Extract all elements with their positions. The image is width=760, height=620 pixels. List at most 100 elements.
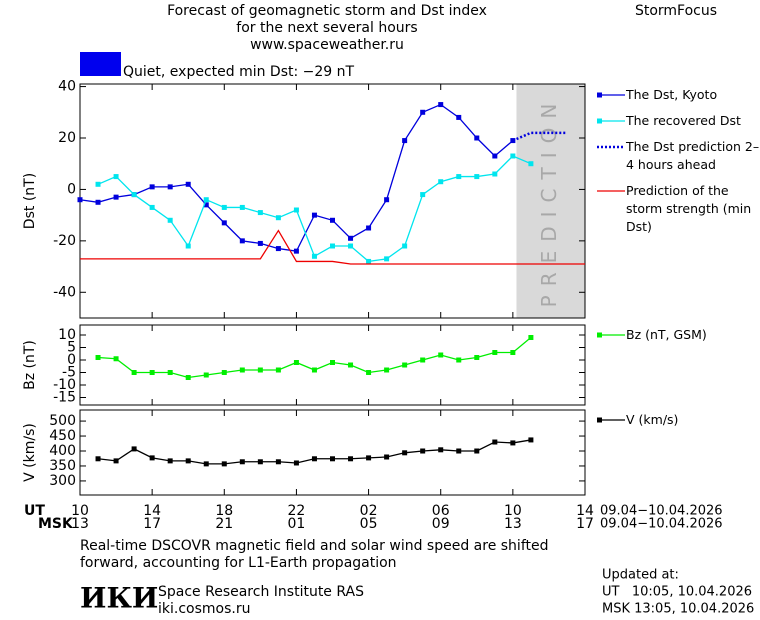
data-point xyxy=(330,217,335,223)
legend: Bz (nT, GSM) xyxy=(596,326,760,352)
data-point xyxy=(366,370,372,375)
data-point xyxy=(239,204,245,210)
legend: The Dst, Kyoto The recovered Dst The Dst p… xyxy=(596,86,760,244)
data-point xyxy=(185,458,191,464)
x-tick-label: 17 xyxy=(576,516,594,532)
legend-entry: The recovered Dst xyxy=(596,112,760,130)
data-point xyxy=(113,458,119,464)
y-tick-label: -10 xyxy=(53,377,76,393)
y-axis-label: V (km/s) xyxy=(22,423,38,482)
data-point xyxy=(420,109,426,115)
institute: Space Research Institute RAS xyxy=(158,584,364,600)
y-tick-label: -5 xyxy=(62,365,76,381)
legend-marker xyxy=(597,118,602,124)
y-tick-label: 0 xyxy=(67,352,76,368)
updated-ut: UT 10:05, 10.04.2026 xyxy=(602,585,752,600)
x-tick-label: 18 xyxy=(215,503,233,519)
legend-label: The recovered Dst xyxy=(626,113,741,128)
data-point xyxy=(257,240,263,246)
legend-marker xyxy=(597,332,602,338)
data-point xyxy=(528,161,534,167)
data-point xyxy=(402,450,408,456)
x-tick-label: 21 xyxy=(215,516,233,532)
data-point xyxy=(113,174,119,180)
data-point xyxy=(438,102,444,108)
data-point xyxy=(366,225,372,231)
x-tick-label: 10 xyxy=(504,503,522,519)
data-point xyxy=(185,243,191,249)
data-point xyxy=(239,367,245,373)
x-axis-label: MSK xyxy=(38,516,74,532)
data-point xyxy=(203,202,209,208)
data-point xyxy=(113,194,119,200)
data-point xyxy=(510,153,516,159)
data-point xyxy=(474,135,480,141)
legend-entry: Prediction of the storm strength (min Ds… xyxy=(596,182,760,236)
data-point xyxy=(167,458,173,464)
data-point xyxy=(257,367,263,373)
data-point xyxy=(239,459,245,465)
data-point xyxy=(474,174,480,180)
data-point xyxy=(366,455,372,461)
data-point xyxy=(185,181,191,187)
y-tick-label: 0 xyxy=(67,181,76,197)
date-range: 09.04−10.04.2026 xyxy=(600,504,723,519)
data-point xyxy=(420,357,426,363)
data-point xyxy=(203,461,209,467)
data-point xyxy=(257,210,263,216)
legend-entry: V (km/s) xyxy=(596,411,760,429)
data-point xyxy=(167,217,173,223)
data-point xyxy=(402,362,408,368)
data-point xyxy=(293,207,299,213)
legend-label: The Dst, Kyoto xyxy=(626,87,718,102)
legend-label: Prediction of the storm strength (min Ds… xyxy=(626,183,752,234)
y-tick-label: 40 xyxy=(58,79,76,95)
status-indicator xyxy=(80,52,121,76)
date-range: 09.04−10.04.2026 xyxy=(600,517,723,532)
x-tick-label: 22 xyxy=(288,503,306,519)
plot-frame xyxy=(79,324,586,406)
data-point xyxy=(456,114,462,120)
data-point xyxy=(492,171,498,177)
plot-frame xyxy=(79,83,586,319)
x-tick-label: 02 xyxy=(360,503,378,519)
data-point xyxy=(221,204,227,210)
data-point xyxy=(528,437,534,443)
data-point xyxy=(167,184,173,190)
plot-frame xyxy=(79,409,586,496)
y-tick-label: -40 xyxy=(53,284,76,300)
series-line xyxy=(97,155,532,263)
data-point xyxy=(420,448,426,454)
title: Forecast of geomagnetic storm and Dst in… xyxy=(167,3,487,19)
x-tick-label: 14 xyxy=(143,503,161,519)
data-point xyxy=(311,367,317,373)
data-point xyxy=(275,215,281,221)
data-point xyxy=(257,459,263,465)
y-tick-label: 400 xyxy=(49,443,76,459)
prediction-zone xyxy=(516,84,585,318)
data-point xyxy=(348,456,354,462)
data-point xyxy=(330,243,335,249)
data-point xyxy=(149,370,155,375)
data-point xyxy=(384,367,390,373)
series-line xyxy=(80,229,585,265)
data-point xyxy=(185,375,191,380)
y-tick-label: 300 xyxy=(49,473,76,489)
data-point xyxy=(456,448,462,454)
y-axis-label: Bz (nT) xyxy=(22,340,38,390)
data-point xyxy=(167,370,173,375)
legend-swatch xyxy=(597,92,625,98)
data-point xyxy=(275,246,281,252)
x-tick-label: 01 xyxy=(288,516,306,532)
data-point xyxy=(203,197,209,203)
data-point xyxy=(492,153,498,159)
data-point xyxy=(420,192,426,198)
legend-marker xyxy=(597,92,602,98)
data-point xyxy=(384,197,390,203)
data-point xyxy=(311,212,317,218)
data-point xyxy=(456,174,462,180)
data-point xyxy=(149,204,155,210)
data-point xyxy=(438,179,444,185)
data-point xyxy=(438,352,444,358)
